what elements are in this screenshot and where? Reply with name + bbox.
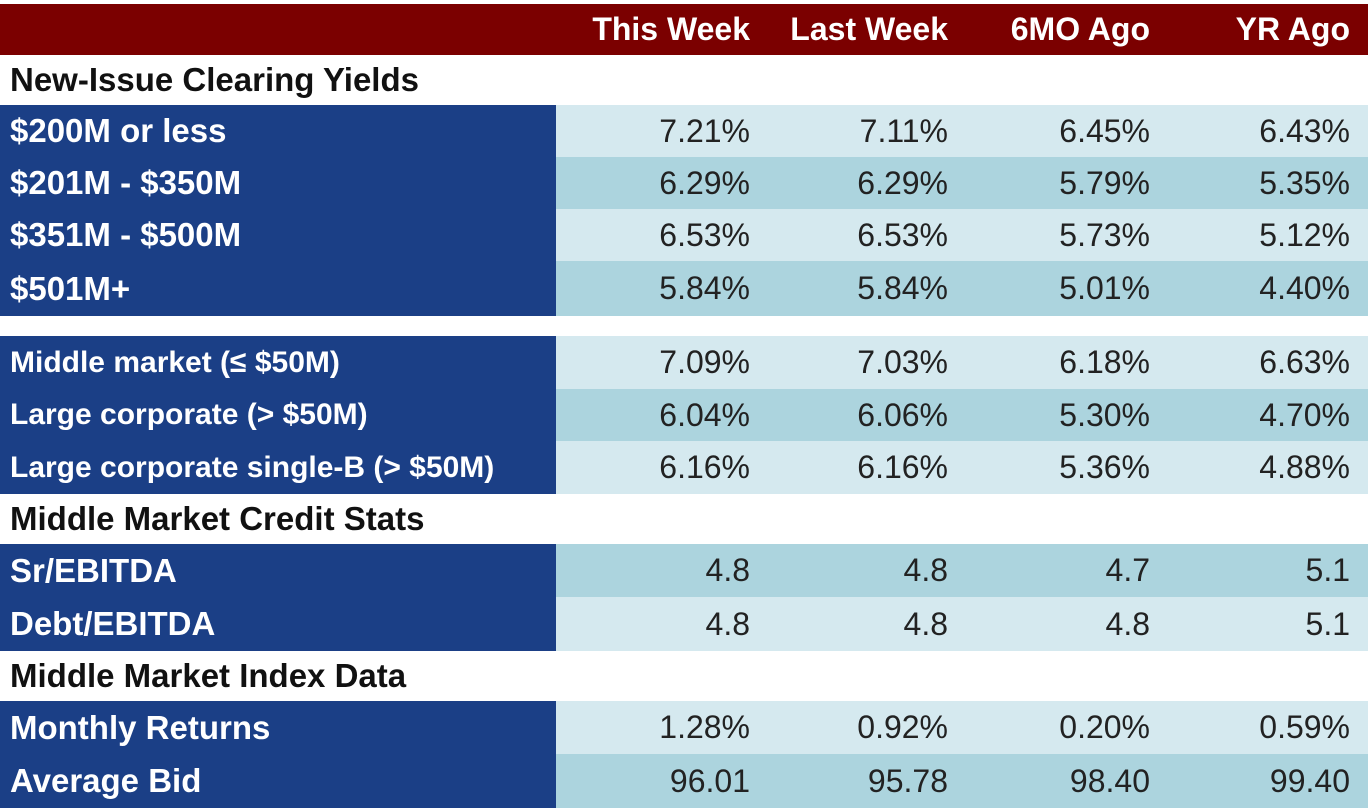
section-label: New-Issue Clearing Yields — [10, 61, 419, 98]
section-label: Middle Market Index Data — [10, 657, 407, 694]
cell-last-week: 0.92% — [857, 709, 948, 745]
cell-6mo-ago: 5.73% — [1059, 216, 1150, 253]
table-row: Sr/EBITDA 4.8 4.8 4.7 5.1 — [0, 544, 1368, 597]
cell-6mo-ago: 98.40 — [1069, 762, 1150, 799]
cell-6mo-ago: 4.7 — [1105, 552, 1150, 588]
row-label: $501M+ — [0, 261, 556, 316]
cell-this-week: 6.16% — [659, 449, 750, 485]
table-row: Average Bid 96.01 95.78 98.40 99.40 — [0, 754, 1368, 808]
row-cells: 6.04% 6.06% 5.30% 4.70% — [556, 389, 1368, 441]
cell-6mo-ago: 6.18% — [1059, 344, 1150, 380]
table-row: Large corporate single-B (> $50M) 6.16% … — [0, 441, 1368, 494]
cell-last-week: 6.06% — [857, 396, 948, 433]
col-header-this-week: This Week — [592, 11, 750, 47]
row-cells: 1.28% 0.92% 0.20% 0.59% — [556, 701, 1368, 754]
row-label: Large corporate single-B (> $50M) — [0, 441, 556, 494]
row-cells: 4.8 4.8 4.7 5.1 — [556, 544, 1368, 597]
cell-yr-ago: 5.35% — [1259, 164, 1350, 201]
cell-last-week: 6.29% — [857, 164, 948, 201]
cell-yr-ago: 5.1 — [1305, 605, 1350, 642]
table-row: $200M or less 7.21% 7.11% 6.45% 6.43% — [0, 105, 1368, 157]
row-label: Average Bid — [0, 754, 556, 808]
cell-6mo-ago: 5.01% — [1059, 270, 1150, 306]
col-header-6mo-ago: 6MO Ago — [1010, 11, 1150, 47]
cell-6mo-ago: 6.45% — [1059, 112, 1150, 149]
table-row: $201M - $350M 6.29% 6.29% 5.79% 5.35% — [0, 157, 1368, 209]
section-title-index-data: Middle Market Index Data — [0, 651, 1368, 701]
cell-last-week: 95.78 — [867, 762, 948, 799]
cell-last-week: 7.11% — [859, 112, 948, 149]
row-cells: 7.21% 7.11% 6.45% 6.43% — [556, 105, 1368, 157]
row-label: Sr/EBITDA — [0, 544, 556, 597]
cell-this-week: 5.84% — [659, 270, 750, 306]
cell-last-week: 6.16% — [857, 449, 948, 485]
cell-yr-ago: 5.1 — [1305, 552, 1350, 588]
cell-6mo-ago: 5.30% — [1059, 396, 1150, 433]
row-label: $351M - $500M — [0, 209, 556, 261]
cell-yr-ago: 99.40 — [1269, 762, 1350, 799]
table-row: Middle market (≤ $50M) 7.09% 7.03% 6.18%… — [0, 336, 1368, 389]
row-cells: 6.53% 6.53% 5.73% 5.12% — [556, 209, 1368, 261]
cell-last-week: 6.53% — [857, 216, 948, 253]
cell-yr-ago: 4.88% — [1259, 449, 1350, 485]
row-label: $200M or less — [0, 105, 556, 157]
col-header-last-week: Last Week — [790, 11, 948, 47]
table-row: Monthly Returns 1.28% 0.92% 0.20% 0.59% — [0, 701, 1368, 754]
cell-6mo-ago: 5.36% — [1059, 449, 1150, 485]
cell-yr-ago: 4.70% — [1259, 396, 1350, 433]
cell-6mo-ago: 0.20% — [1059, 709, 1150, 745]
row-cells: 5.84% 5.84% 5.01% 4.40% — [556, 261, 1368, 316]
cell-this-week: 1.28% — [659, 709, 750, 745]
cell-this-week: 7.21% — [659, 112, 750, 149]
table-row: Debt/EBITDA 4.8 4.8 4.8 5.1 — [0, 597, 1368, 651]
cell-this-week: 4.8 — [705, 552, 750, 588]
header-row: This Week Last Week 6MO Ago YR Ago — [0, 4, 1368, 55]
row-label: Middle market (≤ $50M) — [0, 336, 556, 389]
cell-last-week: 7.03% — [857, 344, 948, 380]
section-title-new-issue: New-Issue Clearing Yields — [0, 55, 1368, 105]
cell-this-week: 6.53% — [659, 216, 750, 253]
col-header-yr-ago: YR Ago — [1235, 11, 1350, 47]
row-cells: 6.16% 6.16% 5.36% 4.88% — [556, 441, 1368, 494]
cell-this-week: 7.09% — [659, 344, 750, 380]
cell-this-week: 6.04% — [659, 396, 750, 433]
row-cells: 6.29% 6.29% 5.79% 5.35% — [556, 157, 1368, 209]
row-label: Large corporate (> $50M) — [0, 389, 556, 441]
cell-6mo-ago: 4.8 — [1105, 605, 1150, 642]
row-cells: 96.01 95.78 98.40 99.40 — [556, 754, 1368, 808]
table-row: $501M+ 5.84% 5.84% 5.01% 4.40% — [0, 261, 1368, 316]
section-label: Middle Market Credit Stats — [10, 500, 425, 537]
cell-yr-ago: 0.59% — [1259, 709, 1350, 745]
cell-last-week: 4.8 — [903, 605, 948, 642]
row-label: Monthly Returns — [0, 701, 556, 754]
cell-last-week: 5.84% — [857, 270, 948, 306]
section-title-credit-stats: Middle Market Credit Stats — [0, 494, 1368, 544]
cell-6mo-ago: 5.79% — [1059, 164, 1150, 201]
cell-yr-ago: 4.40% — [1259, 270, 1350, 306]
cell-yr-ago: 6.63% — [1259, 344, 1350, 380]
table-row: Large corporate (> $50M) 6.04% 6.06% 5.3… — [0, 389, 1368, 441]
table-row: $351M - $500M 6.53% 6.53% 5.73% 5.12% — [0, 209, 1368, 261]
row-cells: 4.8 4.8 4.8 5.1 — [556, 597, 1368, 651]
row-cells: 7.09% 7.03% 6.18% 6.63% — [556, 336, 1368, 389]
cell-this-week: 4.8 — [705, 605, 750, 642]
row-label: Debt/EBITDA — [0, 597, 556, 651]
cell-yr-ago: 5.12% — [1259, 216, 1350, 253]
cell-yr-ago: 6.43% — [1259, 112, 1350, 149]
row-label: $201M - $350M — [0, 157, 556, 209]
cell-this-week: 6.29% — [659, 164, 750, 201]
cell-last-week: 4.8 — [903, 552, 948, 588]
cell-this-week: 96.01 — [669, 762, 750, 799]
